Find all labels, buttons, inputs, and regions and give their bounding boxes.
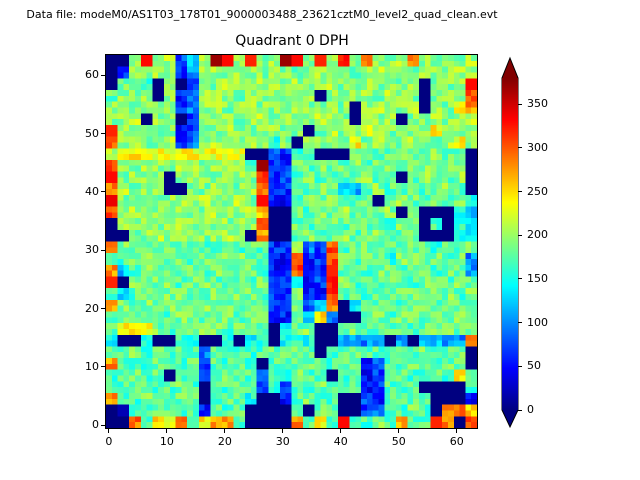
colorbar-tick-label: 200 — [527, 228, 548, 242]
colorbar-tick — [518, 103, 522, 105]
colorbar-tick-label: 350 — [527, 97, 548, 111]
x-axis-tick — [340, 429, 342, 433]
heatmap-image — [106, 55, 477, 428]
colorbar-tick-label: 300 — [527, 140, 548, 154]
colorbar-tick — [518, 322, 522, 324]
heatmap-plot-area — [105, 54, 478, 429]
colorbar-extend-min-arrow — [502, 410, 518, 427]
x-axis-tick — [456, 429, 458, 433]
x-axis-tick-label: 60 — [449, 435, 464, 448]
x-axis-tick-label: 0 — [105, 435, 113, 448]
x-axis-tick-label: 30 — [275, 435, 290, 448]
x-axis-tick-label: 10 — [159, 435, 174, 448]
y-axis-tick — [101, 74, 105, 76]
x-axis-tick — [166, 429, 168, 433]
colorbar-gradient — [502, 78, 518, 410]
colorbar-tick-label: 150 — [527, 271, 548, 285]
colorbar-tick — [518, 278, 522, 280]
y-axis-tick-label: 50 — [85, 126, 99, 140]
x-axis-tick-label: 50 — [391, 435, 406, 448]
plot-title: Quadrant 0 DPH — [235, 33, 349, 49]
x-axis-tick — [108, 429, 110, 433]
y-axis-tick-label: 20 — [85, 301, 99, 315]
x-axis-tick-label: 20 — [217, 435, 232, 448]
y-axis-tick-label: 10 — [85, 359, 99, 373]
colorbar-tick — [518, 191, 522, 193]
colorbar-tick — [518, 234, 522, 236]
colorbar-tick-label: 0 — [527, 403, 534, 416]
colorbar-tick-label: 100 — [527, 315, 548, 329]
y-axis-tick — [101, 249, 105, 251]
y-axis-tick-label: 0 — [92, 418, 99, 432]
y-axis-tick — [101, 191, 105, 193]
datafile-label: Data file: modeM0/AS1T03_178T01_90000034… — [26, 8, 498, 21]
x-axis-tick — [224, 429, 226, 433]
y-axis-tick-label: 60 — [85, 68, 99, 82]
x-axis-tick — [282, 429, 284, 433]
y-axis-tick — [101, 424, 105, 426]
y-axis-tick-label: 30 — [85, 243, 99, 257]
y-axis-tick — [101, 308, 105, 310]
y-axis-tick-label: 40 — [85, 184, 99, 198]
y-axis-tick — [101, 133, 105, 135]
colorbar-tick-label: 250 — [527, 184, 548, 198]
colorbar-tick — [518, 147, 522, 149]
y-axis-tick — [101, 366, 105, 368]
colorbar-tick — [518, 365, 522, 367]
colorbar-tick — [518, 409, 522, 411]
x-axis-tick — [398, 429, 400, 433]
x-axis-tick-label: 40 — [333, 435, 348, 448]
colorbar-tick-label: 50 — [527, 359, 541, 373]
colorbar-extend-max-arrow — [502, 58, 518, 78]
